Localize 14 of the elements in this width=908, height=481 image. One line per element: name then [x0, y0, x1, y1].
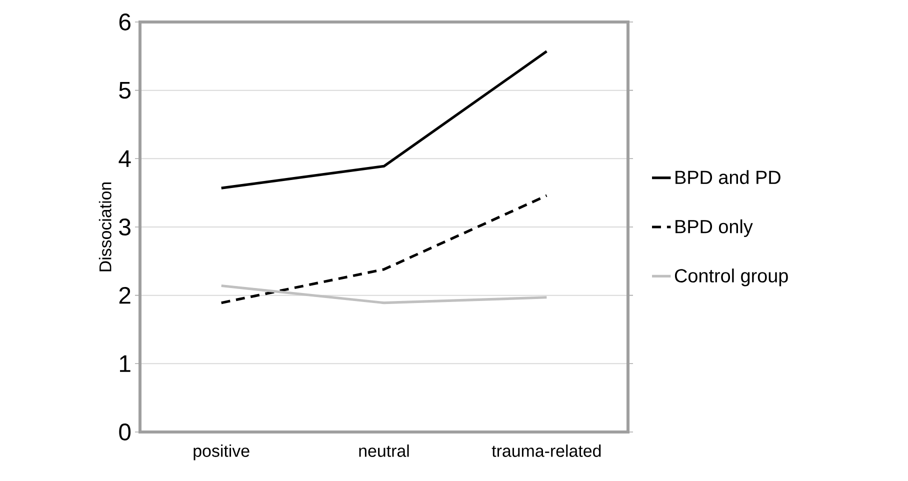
legend-label: Control group: [674, 268, 788, 286]
y-tick-label: 2: [119, 286, 130, 304]
y-tick-label: 1: [120, 355, 130, 372]
y-tick-label: 4: [118, 150, 131, 167]
x-tick-label: trauma-related: [492, 444, 601, 457]
x-tick-label: positive: [194, 444, 250, 460]
x-tick-label: neutral: [359, 444, 409, 457]
legend-label: BPD and PD: [676, 170, 780, 184]
y-tick-label: 6: [119, 14, 130, 30]
y-axis-title: Dissociation: [98, 182, 112, 272]
legend-label: BPD only: [676, 219, 753, 238]
y-tick-label: 3: [119, 218, 130, 236]
y-tick-label: 5: [119, 82, 130, 99]
y-tick-label: 0: [119, 424, 131, 440]
